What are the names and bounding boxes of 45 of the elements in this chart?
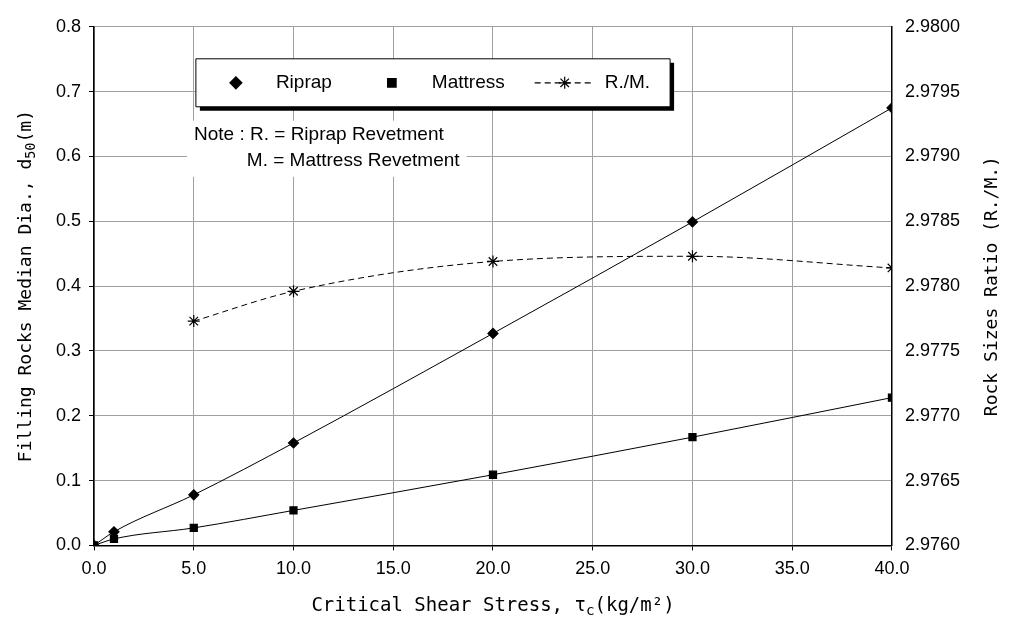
point bbox=[289, 506, 298, 515]
x-tick-label: 20.0 bbox=[475, 558, 511, 579]
point bbox=[189, 523, 198, 533]
y2-tick-label: 2.9795 bbox=[904, 80, 961, 101]
y2-tick-label: 2.9765 bbox=[904, 469, 961, 490]
y-tick-label: 0.5 bbox=[55, 210, 82, 231]
y2-tick-label: 2.9760 bbox=[904, 534, 961, 555]
x-tick-label: 5.0 bbox=[181, 558, 207, 579]
point bbox=[286, 284, 301, 298]
y-tick-label: 0.4 bbox=[55, 275, 82, 296]
legend-label: R./M. bbox=[604, 71, 651, 93]
point bbox=[487, 327, 499, 340]
y-tick-label: 0.6 bbox=[55, 145, 82, 166]
y2-tick-label: 2.9800 bbox=[904, 15, 961, 36]
y2-tick-label: 2.9775 bbox=[904, 339, 961, 360]
point bbox=[188, 489, 200, 501]
y2-tick-label: 2.9780 bbox=[904, 275, 961, 296]
y-tick-label: 0.7 bbox=[55, 80, 82, 101]
point bbox=[685, 249, 700, 263]
x-tick-label: 35.0 bbox=[774, 558, 810, 579]
point bbox=[287, 437, 300, 449]
annotation: Note : R. = Riprap Revetment M. = Mattress Revetment bbox=[194, 123, 461, 171]
legend-label: Riprap bbox=[275, 71, 332, 93]
x-tick-label: 0.0 bbox=[81, 558, 107, 579]
y-tick-label: 0.8 bbox=[55, 15, 82, 36]
y-tick-label: 0.1 bbox=[55, 469, 82, 490]
x-tick-label: 40.0 bbox=[874, 558, 910, 579]
x-tick-label: 10.0 bbox=[275, 558, 312, 579]
y2-tick-label: 2.9770 bbox=[904, 404, 961, 425]
y2-tick-label: 2.9790 bbox=[904, 145, 961, 166]
y-tick-label: 0.0 bbox=[55, 534, 82, 555]
y2-axis-title: Rock Sizes Ratio (R./M.) bbox=[979, 156, 1001, 417]
x-tick-label: 15.0 bbox=[375, 558, 411, 579]
point bbox=[187, 314, 201, 328]
legend-label: Mattress bbox=[431, 71, 505, 93]
point bbox=[488, 470, 498, 479]
point bbox=[486, 254, 500, 269]
y-tick-label: 0.3 bbox=[55, 339, 82, 360]
y-axis-title: Filling Rocks Median Dia., d50(m) bbox=[13, 110, 38, 463]
y2-tick-label: 2.9785 bbox=[904, 210, 961, 231]
x-tick-label: 30.0 bbox=[674, 558, 710, 579]
point bbox=[688, 433, 697, 442]
x-tick-label: 25.0 bbox=[575, 558, 611, 579]
point bbox=[686, 216, 699, 228]
y-tick-label: 0.2 bbox=[55, 404, 82, 425]
